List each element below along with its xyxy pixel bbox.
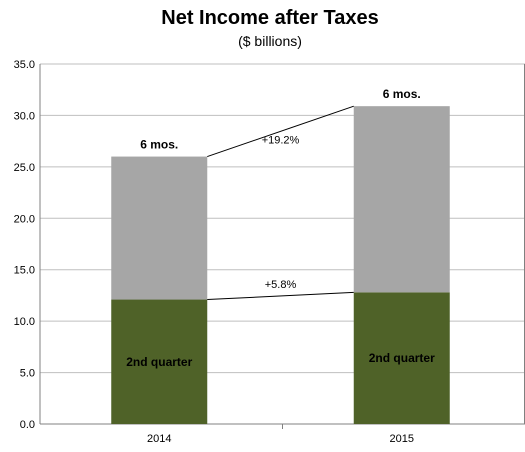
y-tick-label: 10.0	[14, 316, 35, 328]
y-tick-label: 0.0	[20, 419, 35, 431]
x-tick-label: 2015	[390, 433, 414, 445]
y-tick-label: 15.0	[14, 265, 35, 277]
total-label: 6 mos.	[140, 138, 178, 152]
bar-segment	[353, 106, 450, 293]
plot-area: 0.0 5.0 10.0 15.0 20.0 25.0 30.0 35.0 2014 2nd qu…	[14, 59, 525, 445]
segment-label: 2nd quarter	[369, 351, 435, 365]
totals-connector-line	[207, 105, 354, 158]
y-tick-label: 25.0	[14, 162, 35, 174]
chart-title: Net Income after Taxes	[161, 7, 379, 29]
y-tick-label: 30.0	[14, 110, 35, 122]
growth-annotation-quarter: +5.8%	[265, 279, 297, 291]
y-tick-label: 35.0	[14, 59, 35, 71]
growth-annotation-totals: +19.2%	[262, 134, 300, 146]
y-tick-label: 20.0	[14, 213, 35, 225]
bar-segment	[111, 299, 208, 424]
bar-segment	[353, 292, 450, 424]
quarter-connector-line	[207, 291, 354, 301]
x-tick-label: 2014	[147, 433, 171, 445]
y-tick-label: 5.0	[20, 368, 35, 380]
bar-segment	[111, 156, 208, 300]
total-label: 6 mos.	[383, 87, 421, 101]
segment-label: 2nd quarter	[126, 355, 192, 369]
chart-subtitle: ($ billions)	[238, 33, 302, 49]
